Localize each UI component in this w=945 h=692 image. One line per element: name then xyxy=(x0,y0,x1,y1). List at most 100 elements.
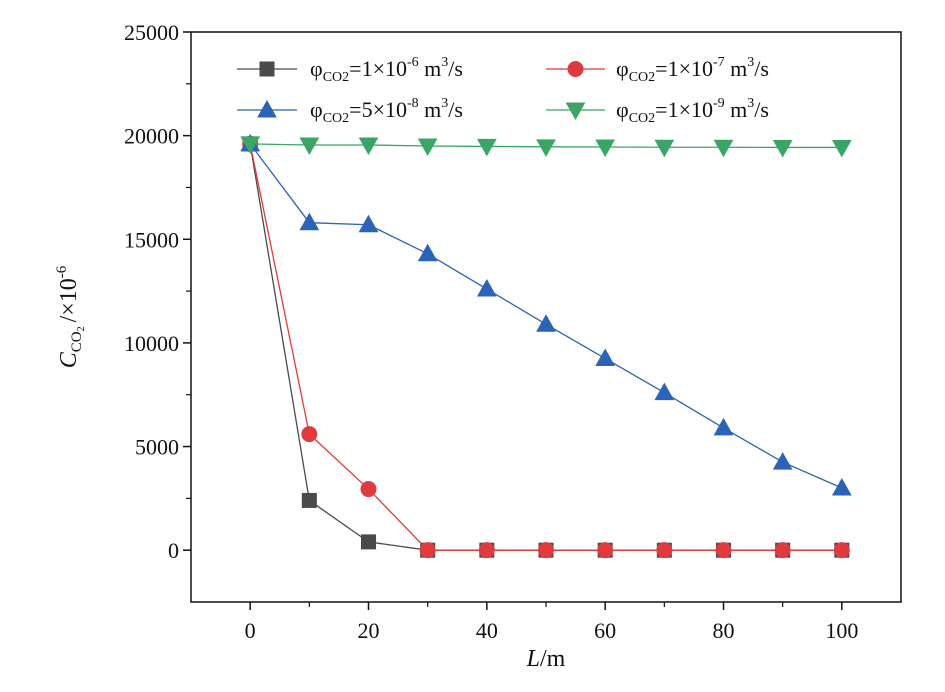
data-point xyxy=(833,542,850,559)
legend-marker xyxy=(259,61,275,77)
x-tick-label: 40 xyxy=(476,618,498,643)
x-tick-label: 80 xyxy=(713,618,735,643)
legend-label-unit-a: m xyxy=(725,97,748,122)
data-point xyxy=(419,542,436,559)
legend: φCO2=1×10-6 m3/s φCO2=1×10-7 m3/sφCO2=5×1… xyxy=(237,55,769,126)
legend-label-mid: =1×10 xyxy=(655,97,713,122)
legend-label: φCO2=1×10-6 m3/s xyxy=(310,55,463,85)
legend-label-unit-exp: 3 xyxy=(441,55,448,70)
legend-label-exp: -8 xyxy=(407,96,419,111)
legend-label: φCO2=1×10-9 m3/s xyxy=(616,96,769,126)
legend-label-unit-b: /s xyxy=(754,56,769,81)
data-point xyxy=(713,417,734,436)
data-point xyxy=(713,139,734,158)
data-point xyxy=(301,492,317,508)
data-point xyxy=(361,534,376,550)
y-tick-label: 10000 xyxy=(124,331,179,356)
data-point xyxy=(595,139,616,158)
y-axis-title-subsubscript: 2 xyxy=(76,326,87,331)
y-axis-title-exponent: -6 xyxy=(54,265,70,278)
data-point xyxy=(772,139,793,158)
y-tick-label: 20000 xyxy=(124,124,179,149)
legend-label-exp: -7 xyxy=(713,55,725,70)
data-point xyxy=(595,348,616,366)
legend-label-unit-exp: 3 xyxy=(747,55,754,70)
data-point xyxy=(831,477,852,496)
legend-label-phi: φ xyxy=(616,97,629,122)
series-2 xyxy=(242,135,850,559)
data-point xyxy=(360,481,377,498)
y-axis-title-subscript: CO xyxy=(69,331,85,352)
series-group xyxy=(240,133,852,559)
legend-entry: φCO2=1×10-7 m3/s xyxy=(546,55,769,85)
data-point xyxy=(299,212,320,231)
data-point xyxy=(774,542,791,559)
legend-label-unit-b: /s xyxy=(448,56,463,81)
data-point xyxy=(654,139,675,158)
legend-label-unit-exp: 3 xyxy=(747,96,754,111)
data-point xyxy=(654,382,675,401)
data-point xyxy=(299,137,320,155)
series-1 xyxy=(242,136,850,558)
data-point xyxy=(715,542,732,559)
x-axis-title-symbol: L xyxy=(526,646,540,672)
x-tick-label: 20 xyxy=(358,618,380,643)
legend-label-unit-a: m xyxy=(419,56,442,81)
x-tick-label: 0 xyxy=(245,618,256,643)
data-point xyxy=(301,426,318,443)
y-tick-label: 25000 xyxy=(124,20,179,45)
data-point xyxy=(536,139,556,157)
legend-label-sub: CO2 xyxy=(323,111,349,126)
series-line xyxy=(249,143,842,551)
data-point xyxy=(536,314,556,332)
data-point xyxy=(476,278,497,297)
series-4 xyxy=(240,136,852,158)
legend-entry: φCO2=5×10-8 m3/s xyxy=(237,96,463,126)
y-axis-title: CCO2 /×10-6 xyxy=(54,265,87,368)
legend-label-mid: =1×10 xyxy=(655,56,713,81)
data-point xyxy=(358,214,379,233)
x-axis-title-unit: /m xyxy=(540,646,566,672)
y-axis-title-symbol: C xyxy=(56,351,82,368)
legend-label-unit-b: /s xyxy=(448,97,463,122)
legend-label-unit-a: m xyxy=(419,97,442,122)
legend-label-unit-exp: 3 xyxy=(441,96,448,111)
x-tick-label: 100 xyxy=(825,618,858,643)
data-point xyxy=(831,139,852,158)
legend-label-sub: CO2 xyxy=(629,70,655,85)
legend-marker xyxy=(257,99,277,118)
legend-label-sub: CO2 xyxy=(323,70,349,85)
series-3 xyxy=(240,133,852,496)
data-point xyxy=(476,138,497,157)
data-point xyxy=(597,542,614,559)
legend-label-phi: φ xyxy=(310,97,323,122)
legend-entry: φCO2=1×10-6 m3/s xyxy=(237,55,463,85)
y-tick-label: 5000 xyxy=(135,435,179,460)
legend-label-phi: φ xyxy=(310,56,323,81)
data-point xyxy=(417,138,438,157)
x-tick-label: 60 xyxy=(594,618,616,643)
legend-label-exp: -6 xyxy=(407,55,419,70)
x-axis-title: L/m xyxy=(526,646,566,672)
legend-label: φCO2=5×10-8 m3/s xyxy=(310,96,463,126)
legend-label-mid: =5×10 xyxy=(349,97,407,122)
legend-label-unit-a: m xyxy=(725,56,748,81)
data-point xyxy=(772,452,793,470)
legend-marker xyxy=(567,61,584,77)
legend-marker xyxy=(565,102,586,121)
data-point xyxy=(417,243,438,262)
y-axis-title-unit: /×10 xyxy=(56,278,82,322)
data-point xyxy=(240,136,261,154)
legend-entry: φCO2=1×10-9 m3/s xyxy=(546,96,769,126)
legend-label-phi: φ xyxy=(616,56,629,81)
series-line xyxy=(249,143,842,551)
legend-label-sub: CO2 xyxy=(629,111,655,126)
legend-label: φCO2=1×10-7 m3/s xyxy=(616,55,769,85)
data-point xyxy=(358,137,379,155)
data-point xyxy=(538,542,554,559)
legend-label-unit-b: /s xyxy=(754,97,769,122)
data-point xyxy=(478,542,495,559)
y-tick-label: 15000 xyxy=(124,227,179,252)
axis-ticks: 0 20 40 60 80 100 0 5000 10000 15000 20000 25000 xyxy=(124,20,858,643)
